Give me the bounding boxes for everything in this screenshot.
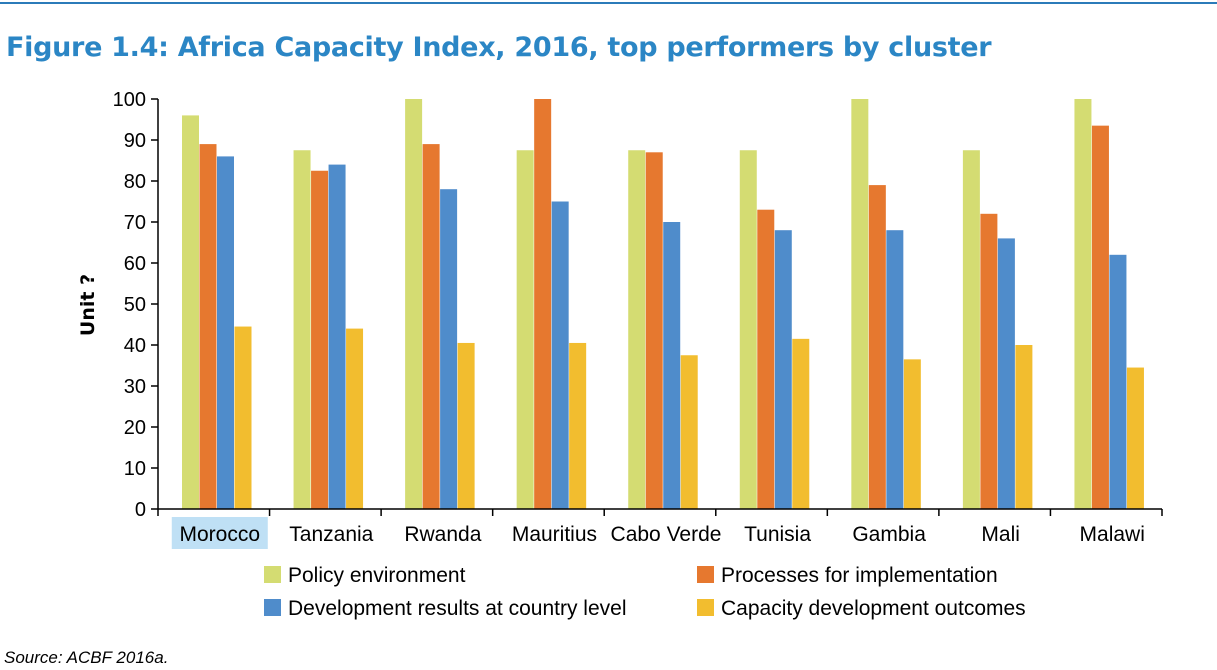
bar-tanzania-policy-environment (293, 150, 311, 509)
y-tick-label: 100 (113, 89, 146, 111)
y-axis-label: Unit ? (77, 274, 99, 336)
legend-swatch-capacity-development-outcomes (697, 599, 714, 616)
bar-mali-processes-for-implementation (980, 213, 998, 510)
y-tick-label: 80 (124, 171, 146, 193)
bar-gambia-processes-for-implementation (868, 185, 886, 509)
bar-tanzania-capacity-development-outcomes (346, 328, 364, 509)
category-label-morocco: Morocco (180, 523, 261, 546)
bar-morocco-processes-for-implementation (199, 144, 217, 509)
bar-morocco-capacity-development-outcomes (234, 326, 252, 509)
category-label-rwanda: Rwanda (404, 523, 481, 546)
legend-label-processes-for-implementation: Processes for implementation (721, 564, 998, 587)
bar-malawi-processes-for-implementation (1091, 125, 1109, 510)
bar-morocco-development-results-at-country-level (217, 156, 234, 509)
bar-morocco-policy-environment (182, 115, 199, 510)
bar-mali-policy-environment (962, 150, 980, 509)
bar-tanzania-processes-for-implementation (311, 170, 329, 509)
category-label-malawi: Malawi (1080, 523, 1145, 546)
bar-tunisia-capacity-development-outcomes (792, 338, 810, 509)
bar-gambia-development-results-at-country-level (886, 230, 904, 509)
bar-mali-capacity-development-outcomes (1015, 345, 1033, 509)
y-tick-label: 40 (124, 335, 146, 357)
category-label-mali: Mali (981, 523, 1020, 546)
y-tick-label: 30 (124, 376, 146, 398)
bar-rwanda-policy-environment (405, 99, 423, 509)
legend-swatch-policy-environment (264, 566, 281, 583)
y-tick-label: 70 (124, 212, 146, 234)
category-highlight (171, 517, 268, 549)
bar-tanzania-development-results-at-country-level (328, 164, 346, 509)
top-rule (0, 2, 1217, 4)
bar-mauritius-capacity-development-outcomes (569, 342, 587, 509)
legend-group: Policy environment Processes for implemen… (264, 564, 1026, 620)
y-tick-label: 60 (124, 253, 146, 275)
bar-mali-development-results-at-country-level (997, 238, 1015, 509)
legend-label-policy-environment: Policy environment (288, 564, 466, 587)
bar-tunisia-development-results-at-country-level (774, 230, 792, 509)
legend-swatch-processes-for-implementation (697, 566, 714, 583)
legend-label-capacity-development-outcomes: Capacity development outcomes (721, 597, 1026, 620)
bar-rwanda-capacity-development-outcomes (457, 342, 475, 509)
bar-gambia-capacity-development-outcomes (903, 359, 921, 509)
bars-group (182, 99, 1144, 510)
legend-swatch-development-results-at-country-level (264, 599, 281, 616)
bar-malawi-capacity-development-outcomes (1126, 367, 1144, 509)
category-label-gambia: Gambia (852, 523, 926, 546)
bar-tunisia-processes-for-implementation (757, 209, 775, 509)
category-label-mauritius: Mauritius (512, 523, 597, 546)
y-tick-label: 10 (124, 458, 146, 480)
bar-malawi-policy-environment (1074, 99, 1092, 509)
bar-cabo-verde-capacity-development-outcomes (680, 355, 698, 509)
source-note: Source: ACBF 2016a. (4, 648, 169, 667)
figure-title: Figure 1.4: Africa Capacity Index, 2016,… (6, 32, 992, 63)
bar-cabo-verde-development-results-at-country-level (663, 222, 681, 509)
category-label-tanzania: Tanzania (289, 523, 373, 546)
bar-tunisia-policy-environment (739, 150, 757, 509)
bar-rwanda-development-results-at-country-level (440, 189, 458, 509)
bar-rwanda-processes-for-implementation (422, 144, 440, 509)
legend-label-development-results-at-country-level: Development results at country level (288, 597, 627, 620)
bar-cabo-verde-processes-for-implementation (645, 152, 663, 510)
y-tick-label: 50 (124, 294, 146, 316)
bar-gambia-policy-environment (851, 99, 869, 509)
bar-mauritius-policy-environment (516, 150, 534, 509)
y-tick-label: 20 (124, 417, 146, 439)
y-tick-label: 90 (124, 130, 146, 152)
y-tick-label: 0 (135, 499, 146, 521)
bar-mauritius-development-results-at-country-level (551, 201, 569, 509)
bar-cabo-verde-policy-environment (628, 150, 646, 509)
bar-mauritius-processes-for-implementation (534, 99, 552, 509)
category-label-cabo-verde: Cabo Verde (611, 523, 722, 546)
axes-group: 0 10 20 30 40 50 60 70 80 90 100 Morocco Tanzania Rwa… (77, 89, 1163, 549)
bar-malawi-development-results-at-country-level (1109, 254, 1127, 509)
category-label-tunisia: Tunisia (744, 523, 811, 546)
